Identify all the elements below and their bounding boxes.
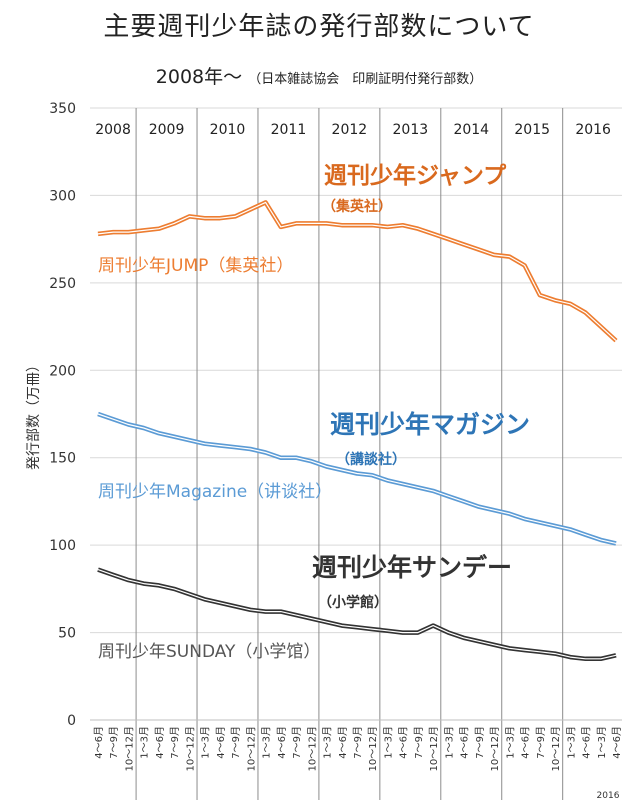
jump-label-main: 週刊少年ジャンプ bbox=[324, 163, 507, 189]
x-tick-label: 4～6月 bbox=[93, 726, 105, 759]
year-label: 2016 bbox=[575, 122, 611, 138]
year-label: 2012 bbox=[332, 122, 368, 138]
x-tick-label: 1～3月 bbox=[139, 726, 151, 759]
x-tick-label: 1～3月 bbox=[504, 726, 516, 759]
last-year-label: 2016 bbox=[597, 791, 620, 800]
x-tick-label: 10～12月 bbox=[184, 726, 196, 771]
x-tick-label: 4～6月 bbox=[337, 726, 349, 759]
y-tick-label: 200 bbox=[49, 363, 76, 379]
y-tick-label: 50 bbox=[58, 626, 76, 642]
y-tick-label: 300 bbox=[49, 188, 76, 204]
series-line-inner-jump bbox=[97, 201, 617, 342]
y-axis-label: 発行部数（万冊） bbox=[26, 358, 42, 470]
x-tick-label: 1～3月 bbox=[565, 726, 577, 759]
y-tick-label: 150 bbox=[49, 451, 76, 467]
x-tick-label: 7～9月 bbox=[108, 726, 120, 759]
x-tick-label: 1～3月 bbox=[382, 726, 394, 759]
chart-title: 主要週刊少年誌の発行部数について bbox=[103, 12, 535, 42]
x-tick-label: 1～3月 bbox=[261, 726, 273, 759]
x-tick-label: 1～3月 bbox=[443, 726, 455, 759]
year-label: 2010 bbox=[210, 122, 246, 138]
x-tick-label: 10～12月 bbox=[550, 726, 562, 771]
y-tick-label: 250 bbox=[49, 276, 76, 292]
year-label: 2014 bbox=[453, 122, 489, 138]
sunday-label-main: 週刊少年サンデー bbox=[312, 553, 513, 582]
y-tick-label: 100 bbox=[49, 538, 76, 554]
x-tick-label: 7～9月 bbox=[230, 726, 242, 759]
x-tick-label: 10～12月 bbox=[489, 726, 501, 771]
series-line-inner-magazine bbox=[97, 413, 617, 544]
x-tick-label: 7～9月 bbox=[474, 726, 486, 759]
x-tick-label: 4～6月 bbox=[154, 726, 166, 759]
jump-legend-label: 周刊少年JUMP（集英社） bbox=[98, 256, 294, 276]
x-tick-label: 7～9月 bbox=[413, 726, 425, 759]
year-label: 2011 bbox=[271, 122, 307, 138]
x-tick-label: 10～12月 bbox=[245, 726, 257, 771]
sunday-legend-label: 周刊少年SUNDAY（小学馆） bbox=[98, 642, 321, 662]
x-tick-label: 4～6月 bbox=[459, 726, 471, 759]
x-tick-label: 7～9月 bbox=[535, 726, 547, 759]
sunday-label-sub: （小学館） bbox=[318, 595, 388, 611]
magazine-legend-label: 周刊少年Magazine（讲谈社） bbox=[98, 482, 333, 502]
x-tick-label: 7～9月 bbox=[352, 726, 364, 759]
subtitle-note: （日本雑誌協会 印刷証明付発行部数） bbox=[248, 72, 483, 87]
x-tick-label: 4～6月 bbox=[581, 726, 593, 759]
subtitle-main: 2008年～ bbox=[155, 66, 243, 88]
x-tick-label: 7～9月 bbox=[291, 726, 303, 759]
year-label: 2008 bbox=[95, 122, 131, 138]
year-label: 2013 bbox=[393, 122, 429, 138]
x-tick-label: 10～12月 bbox=[367, 726, 379, 771]
x-tick-label: 1～3月 bbox=[200, 726, 212, 759]
chart-subtitle: 2008年～ （日本雑誌協会 印刷証明付発行部数） bbox=[0, 62, 638, 89]
x-tick-label: 1～3月 bbox=[596, 726, 608, 759]
x-tick-label: 4～6月 bbox=[276, 726, 288, 759]
series-line-inner-sunday bbox=[97, 569, 617, 660]
x-tick-label: 10～12月 bbox=[428, 726, 440, 771]
x-tick-label: 4～6月 bbox=[398, 726, 410, 759]
x-tick-label: 10～12月 bbox=[306, 726, 318, 771]
x-tick-label: 1～3月 bbox=[322, 726, 334, 759]
magazine-label-main: 週刊少年マガジン bbox=[330, 410, 531, 439]
year-label: 2015 bbox=[514, 122, 550, 138]
magazine-label-sub: （講談社） bbox=[336, 452, 406, 468]
x-tick-label: 10～12月 bbox=[123, 726, 135, 771]
x-tick-label: 4～6月 bbox=[215, 726, 227, 759]
year-label: 2009 bbox=[149, 122, 185, 138]
y-tick-label: 0 bbox=[67, 713, 76, 729]
y-tick-label: 350 bbox=[49, 101, 76, 117]
jump-label-sub: （集英社） bbox=[322, 199, 392, 215]
x-tick-label: 7～9月 bbox=[169, 726, 181, 759]
x-tick-label: 4～6月 bbox=[611, 726, 623, 759]
x-tick-label: 4～6月 bbox=[520, 726, 532, 759]
